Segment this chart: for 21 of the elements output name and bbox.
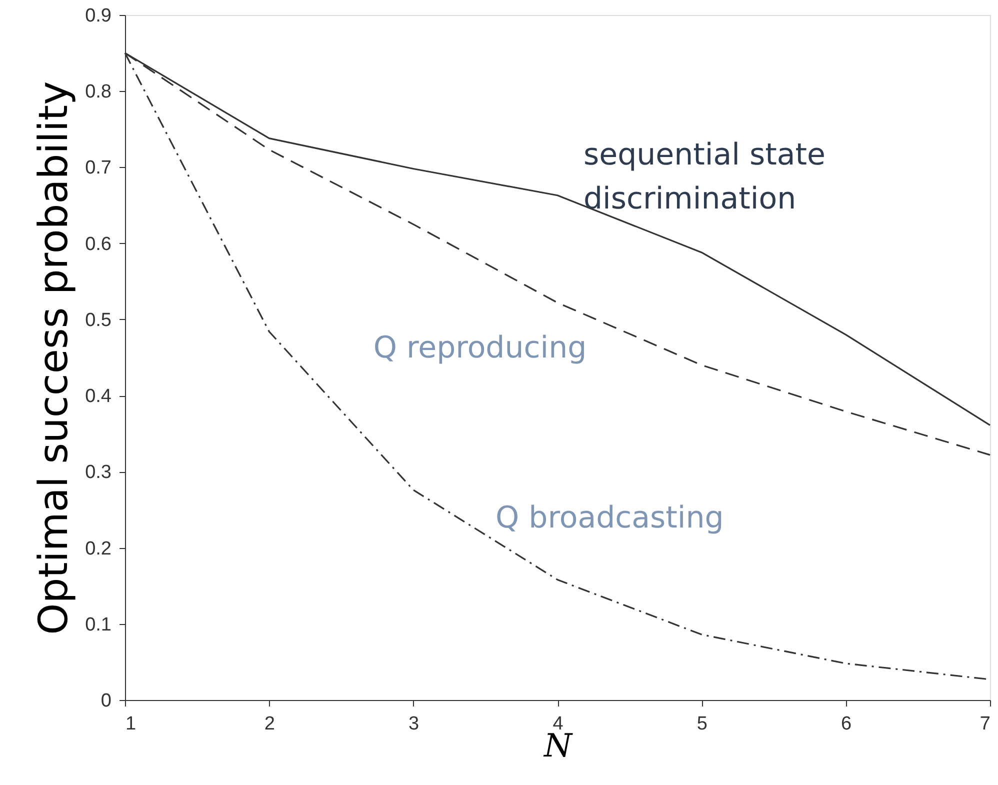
y-tick-label: 0.7 <box>85 158 112 179</box>
x-tick-label: 5 <box>696 714 708 734</box>
x-tick-label: 6 <box>841 714 852 734</box>
y-tick-label: 0 <box>100 690 112 712</box>
y-tick-label: 0.2 <box>85 538 112 560</box>
x-tick-label: 4 <box>552 714 564 734</box>
y-tick-label: 0.6 <box>85 234 112 255</box>
series-label: Q broadcasting <box>496 500 724 536</box>
x-tick-label: 7 <box>980 714 990 734</box>
y-tick-label: 0.1 <box>85 614 112 636</box>
x-tick-label: 1 <box>126 714 136 734</box>
y-tick-label: 0.8 <box>85 82 112 103</box>
series-label: Q reproducing <box>373 330 587 366</box>
series-label: sequential state discrimination <box>584 137 826 216</box>
y-axis-title: Optimal success probability <box>31 81 78 635</box>
y-tick-label: 0.4 <box>85 386 112 408</box>
x-tick-label: 3 <box>408 714 420 734</box>
y-tick-label: 0.3 <box>85 462 112 484</box>
y-tick-label: 0.5 <box>85 310 112 331</box>
y-tick-label: 0.9 <box>85 6 112 26</box>
x-tick-label: 2 <box>264 714 275 734</box>
